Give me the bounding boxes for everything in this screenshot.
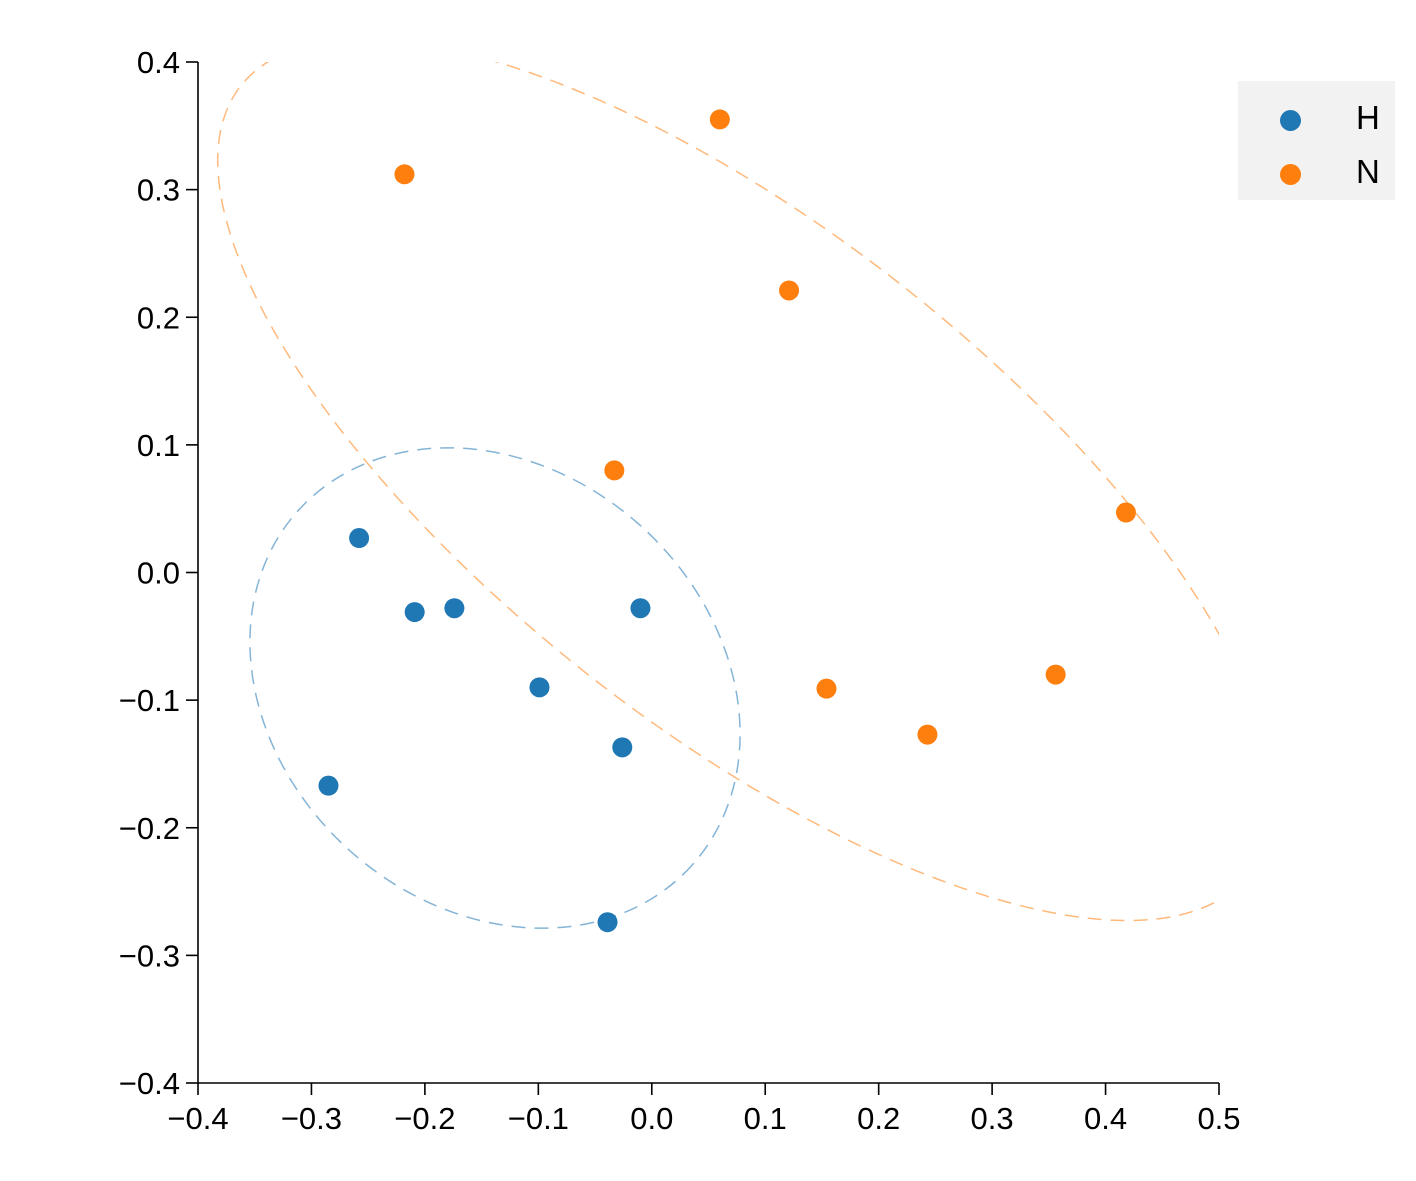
- legend: H N: [1238, 81, 1395, 200]
- ellipse-h: [249, 447, 741, 929]
- data-point-h: [612, 737, 633, 758]
- y-tick-label: −0.1: [119, 683, 180, 718]
- x-tick-label: −0.3: [281, 1101, 342, 1136]
- x-tick-label: 0.1: [744, 1101, 787, 1136]
- y-tick-label: −0.2: [119, 811, 180, 846]
- confidence-ellipses: [216, 62, 1219, 929]
- y-ticks: 0.4 0.3 0.2 0.1 0.0 −0.1 −0.2 −0.3 −0.4: [119, 45, 198, 1101]
- x-tick-label: −0.4: [167, 1101, 228, 1136]
- legend-label-n: N: [1356, 153, 1380, 190]
- data-point-h: [630, 598, 651, 619]
- legend-item-n: N: [1238, 143, 1395, 197]
- data-point-h: [404, 602, 425, 623]
- data-point-n: [1045, 664, 1066, 685]
- legend-label-h: H: [1356, 99, 1380, 136]
- data-point-h: [529, 677, 550, 698]
- y-tick-label: 0.4: [137, 45, 180, 80]
- data-point-n: [604, 460, 625, 481]
- data-point-n: [394, 164, 415, 185]
- ellipse-n: [216, 62, 1219, 922]
- y-tick-label: −0.3: [119, 938, 180, 973]
- legend-item-h: H: [1238, 89, 1395, 143]
- x-tick-label: 0.5: [1197, 1101, 1240, 1136]
- y-tick-label: 0.3: [137, 173, 180, 208]
- legend-marker-h: [1280, 110, 1301, 131]
- data-point-h: [349, 528, 370, 549]
- x-ticks: −0.4 −0.3 −0.2 −0.1 0.0 0.1 0.2 0.3 0.4 0.5: [167, 1083, 1241, 1136]
- axes: [197, 62, 1219, 1084]
- data-point-n: [816, 678, 837, 699]
- data-point-n: [917, 724, 938, 745]
- data-point-n: [779, 280, 800, 301]
- x-tick-label: −0.2: [394, 1101, 455, 1136]
- y-tick-label: 0.0: [137, 556, 180, 591]
- legend-marker-n: [1280, 164, 1301, 185]
- y-tick-label: 0.2: [137, 300, 180, 335]
- y-tick-label: 0.1: [137, 428, 180, 463]
- data-point-h: [597, 912, 618, 933]
- x-tick-label: 0.4: [1084, 1101, 1127, 1136]
- data-point-h: [318, 775, 339, 796]
- x-tick-label: 0.2: [857, 1101, 900, 1136]
- x-tick-label: 0.3: [971, 1101, 1014, 1136]
- data-point-n: [709, 109, 730, 130]
- data-point-n: [1115, 502, 1136, 523]
- x-tick-label: 0.0: [630, 1101, 673, 1136]
- data-points: [318, 109, 1136, 933]
- y-tick-label: −0.4: [119, 1066, 180, 1101]
- data-point-h: [444, 598, 465, 619]
- x-tick-label: −0.1: [508, 1101, 569, 1136]
